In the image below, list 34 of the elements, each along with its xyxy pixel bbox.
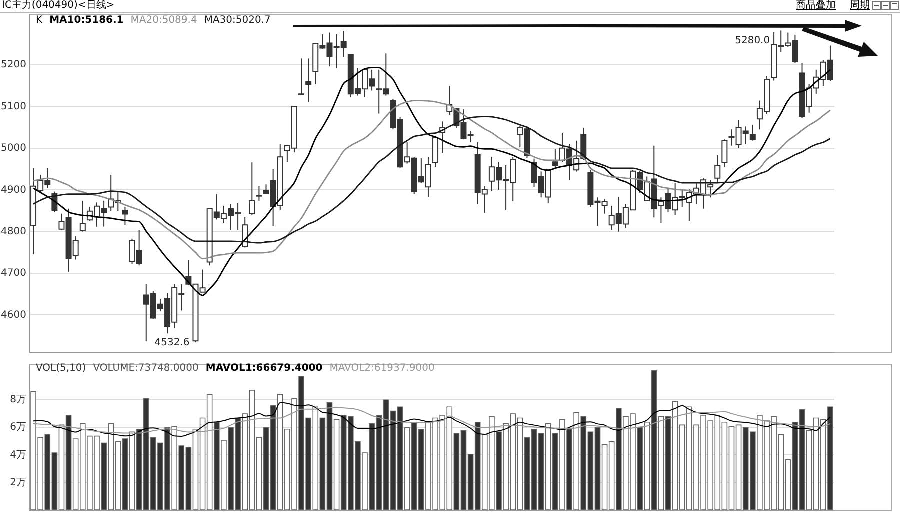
- line-series: [32, 100, 832, 260]
- text: VOLUME:73748.0000: [93, 363, 199, 374]
- y-tick-label: 6万: [10, 422, 26, 434]
- candlestick: [552, 148, 558, 169]
- y-tick-label: 5000: [1, 143, 26, 154]
- y-tick-label: 8万: [10, 394, 26, 406]
- annotation: 4532.6: [154, 338, 190, 349]
- text: MAVOL2:61937.9000: [330, 363, 435, 374]
- text: MAVOL1:66679.4000: [206, 363, 323, 374]
- y-tick-label: 4万: [10, 450, 26, 461]
- y-tick-label: 4900: [1, 184, 26, 196]
- line-series: [33, 407, 831, 434]
- y-tick-label: 4600: [1, 310, 26, 321]
- y-tick-label: 4800: [1, 226, 26, 238]
- y-tick-label: 4700: [1, 268, 26, 280]
- annotation: K: [36, 15, 43, 26]
- candlestick: [298, 58, 305, 96]
- candlestick: [306, 58, 312, 103]
- text: MA10:5186.1: [50, 15, 124, 26]
- y-tick-label: 5200: [1, 60, 26, 71]
- line-series: [33, 402, 831, 437]
- candlestick: [80, 200, 86, 232]
- text: MA30:5020.7: [204, 15, 271, 26]
- y-tick-label: 5100: [1, 101, 26, 112]
- text: 周期: [850, 0, 870, 11]
- candlestick: [722, 139, 728, 168]
- candlestick: [256, 186, 262, 202]
- chart-title: VOL(5,10): [36, 363, 86, 374]
- candlestick: [122, 206, 128, 226]
- y-tick-label: 2万: [10, 478, 26, 489]
- candlestick: [714, 154, 721, 184]
- annotation: 5280.0: [735, 36, 770, 47]
- text: MA20:5089.4: [130, 15, 198, 26]
- candlestick: [249, 162, 256, 216]
